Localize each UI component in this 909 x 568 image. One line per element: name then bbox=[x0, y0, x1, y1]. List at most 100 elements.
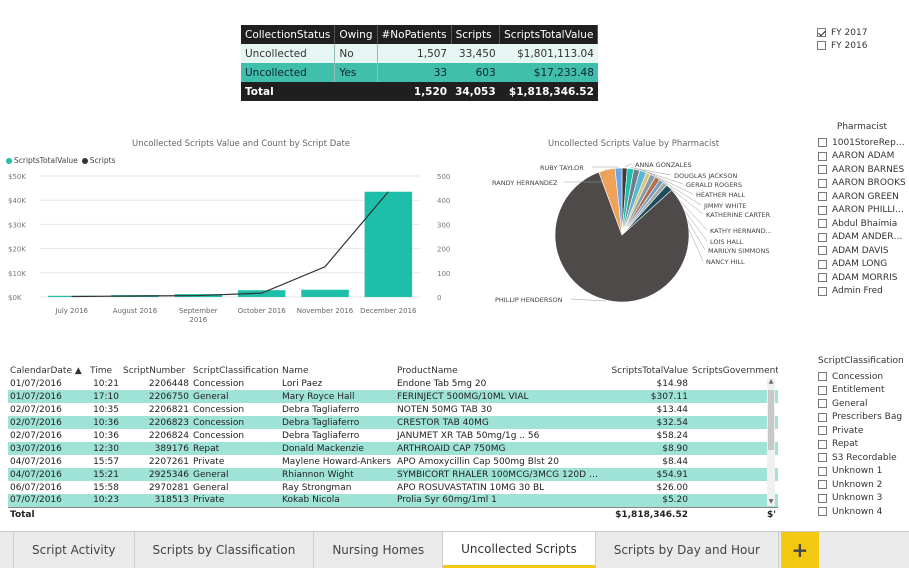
detail-header[interactable]: Name bbox=[282, 365, 309, 376]
classification-option[interactable]: Unknown 3 bbox=[818, 492, 906, 506]
pharmacist-option[interactable]: AARON BROOKS bbox=[818, 177, 906, 191]
pharmacist-option[interactable]: Admin Fred bbox=[818, 285, 906, 296]
summary-header[interactable]: Scripts bbox=[451, 25, 501, 44]
classification-option[interactable]: Entitlement bbox=[818, 384, 906, 398]
tab-script-activity[interactable]: Script Activity bbox=[14, 532, 135, 568]
classification-option[interactable]: Unknown 2 bbox=[818, 478, 906, 492]
checkbox-icon[interactable] bbox=[818, 246, 827, 256]
scroll-down-icon[interactable]: ▼ bbox=[768, 498, 774, 505]
checkbox-icon[interactable] bbox=[818, 151, 827, 161]
legend-item[interactable]: ScriptsTotalValue bbox=[6, 156, 78, 165]
classification-option[interactable]: Repat bbox=[818, 438, 906, 452]
table-row[interactable]: 02/07/2016 10:36 2206823 Concession Debra Ta… bbox=[8, 416, 778, 429]
summary-header[interactable]: Owing bbox=[334, 25, 378, 44]
table-row[interactable]: 01/07/2016 17:10 2206750 General Mary Royce … bbox=[8, 390, 778, 403]
scripts-line[interactable] bbox=[71, 191, 389, 298]
scrollbar-thumb[interactable] bbox=[768, 390, 774, 450]
classification-option[interactable]: Unknown 1 bbox=[818, 465, 906, 479]
pie-slice-12[interactable] bbox=[614, 167, 623, 236]
classification-option-label: Unknown 1 bbox=[832, 466, 883, 477]
pharmacist-option[interactable]: ADAM DAVIS bbox=[818, 244, 906, 258]
tab-nursing-homes[interactable]: Nursing Homes bbox=[314, 532, 444, 568]
checkbox-icon[interactable] bbox=[818, 412, 827, 422]
bar-5[interactable] bbox=[364, 191, 413, 297]
table-row[interactable]: 02/07/2016 10:36 2206824 Concession Debra Ta… bbox=[8, 429, 778, 442]
classification-option[interactable]: General bbox=[818, 397, 906, 411]
checkbox-icon[interactable] bbox=[818, 259, 827, 269]
detail-header[interactable]: ScriptsTotalValue bbox=[611, 365, 688, 376]
tab-scripts-by-classification[interactable]: Scripts by Classification bbox=[134, 532, 315, 568]
pharmacist-option[interactable]: ADAM ANDERS... bbox=[818, 231, 906, 245]
classification-option[interactable]: Concession bbox=[818, 370, 906, 384]
checkbox-icon[interactable] bbox=[818, 493, 827, 503]
classification-option[interactable]: Prescribers Bag bbox=[818, 411, 906, 425]
checkbox-icon[interactable] bbox=[818, 273, 827, 283]
checkbox-icon[interactable] bbox=[818, 286, 827, 296]
pharmacist-option[interactable]: ADAM MORRIS bbox=[818, 271, 906, 285]
pharmacist-option[interactable]: AARON PHILLIPS bbox=[818, 204, 906, 218]
pie-leader bbox=[624, 163, 633, 168]
detail-scrollbar[interactable]: ▲ ▼ bbox=[767, 378, 775, 506]
fy-option-2017[interactable]: FY 2017 bbox=[817, 26, 867, 39]
checkbox-icon[interactable] bbox=[818, 507, 827, 517]
detail-header[interactable]: ScriptNumber bbox=[123, 365, 186, 376]
table-cell: 01/07/2016 bbox=[10, 378, 62, 389]
pharmacist-option[interactable]: ADAM LONG bbox=[818, 258, 906, 272]
table-row[interactable]: 04/07/2016 15:57 2207261 Private Maylene How… bbox=[8, 455, 778, 468]
summary-header[interactable]: #NoPatients bbox=[377, 25, 452, 44]
pharmacist-option[interactable]: AARON BARNES bbox=[818, 163, 906, 177]
table-row[interactable]: 01/07/2016 10:21 2206448 Concession Lori Pae… bbox=[8, 377, 778, 390]
table-row[interactable]: 07/07/2016 10:23 318513 Private Kokab Nicola… bbox=[8, 494, 778, 507]
summary-header[interactable]: ScriptsTotalValue bbox=[499, 25, 599, 44]
summary-row[interactable]: Uncollected No 1,507 33,450 $1,801,113.0… bbox=[241, 44, 598, 63]
checkbox-icon[interactable] bbox=[818, 439, 827, 449]
add-page-button[interactable]: + bbox=[780, 532, 819, 568]
table-cell: APO Amoxycillin Cap 500mg Blst 20 bbox=[397, 456, 559, 467]
table-cell: 07/07/2016 bbox=[8, 494, 88, 507]
checkbox-icon[interactable] bbox=[818, 165, 827, 175]
checkbox-icon[interactable] bbox=[818, 426, 827, 436]
tab-uncollected-scripts[interactable]: Uncollected Scripts bbox=[443, 532, 596, 568]
checkbox-icon[interactable] bbox=[818, 232, 827, 242]
classification-option[interactable]: S3 Recordable bbox=[818, 451, 906, 465]
detail-header[interactable]: ScriptsGovernment bbox=[692, 365, 778, 376]
detail-header[interactable]: ProductName bbox=[397, 365, 458, 376]
table-row[interactable]: 06/07/2016 15:58 2970281 General Ray Strongm… bbox=[8, 481, 778, 494]
table-cell: 318513 bbox=[121, 494, 191, 507]
detail-header[interactable]: Time bbox=[90, 365, 113, 376]
checkbox-icon[interactable] bbox=[818, 466, 827, 476]
pharmacist-option[interactable]: AARON ADAM bbox=[818, 150, 906, 164]
summary-row[interactable]: Uncollected Yes 33 603 $17,233.48 bbox=[241, 63, 598, 82]
tab-scripts-by-day-and-hour[interactable]: Scripts by Day and Hour bbox=[595, 532, 779, 568]
pie-slice-10[interactable] bbox=[554, 171, 690, 303]
fy-option-2016[interactable]: FY 2016 bbox=[817, 39, 867, 52]
legend-item[interactable]: Scripts bbox=[81, 156, 115, 165]
table-cell: General bbox=[191, 468, 280, 481]
summary-header[interactable]: CollectionStatus bbox=[241, 25, 336, 44]
table-row[interactable]: 02/07/2016 10:35 2206821 Concession Debra Ta… bbox=[8, 403, 778, 416]
bar-4[interactable] bbox=[301, 289, 349, 297]
pharmacist-option[interactable]: Abdul Bhaimia bbox=[818, 217, 906, 231]
checkbox-icon[interactable] bbox=[818, 453, 827, 463]
checkbox-icon[interactable] bbox=[818, 178, 827, 188]
classification-option[interactable]: Private bbox=[818, 424, 906, 438]
classification-option-label: General bbox=[832, 398, 868, 409]
checkbox-icon[interactable] bbox=[818, 372, 827, 382]
table-row[interactable]: 04/07/2016 15:21 2925346 General Rhiannon Wi… bbox=[8, 468, 778, 481]
checkbox-icon[interactable] bbox=[818, 219, 827, 229]
detail-header-calendardate[interactable]: CalendarDate ▲ bbox=[8, 364, 88, 377]
pharmacist-option[interactable]: AARON GREEN bbox=[818, 190, 906, 204]
checkbox-icon[interactable] bbox=[818, 399, 827, 409]
checkbox-checked-icon[interactable] bbox=[817, 28, 826, 37]
table-row[interactable]: 03/07/2016 12:30 389176 Repat Donald Mackenz… bbox=[8, 442, 778, 455]
pharmacist-option[interactable]: 1001StoreRepo... bbox=[818, 136, 906, 150]
scroll-up-icon[interactable]: ▲ bbox=[768, 378, 774, 385]
checkbox-icon[interactable] bbox=[818, 205, 827, 215]
checkbox-icon[interactable] bbox=[817, 41, 826, 50]
classification-option[interactable]: Unknown 4 bbox=[818, 505, 906, 519]
checkbox-icon[interactable] bbox=[818, 138, 827, 148]
checkbox-icon[interactable] bbox=[818, 192, 827, 202]
checkbox-icon[interactable] bbox=[818, 480, 827, 490]
checkbox-icon[interactable] bbox=[818, 385, 827, 395]
detail-header[interactable]: ScriptClassification bbox=[193, 365, 279, 376]
